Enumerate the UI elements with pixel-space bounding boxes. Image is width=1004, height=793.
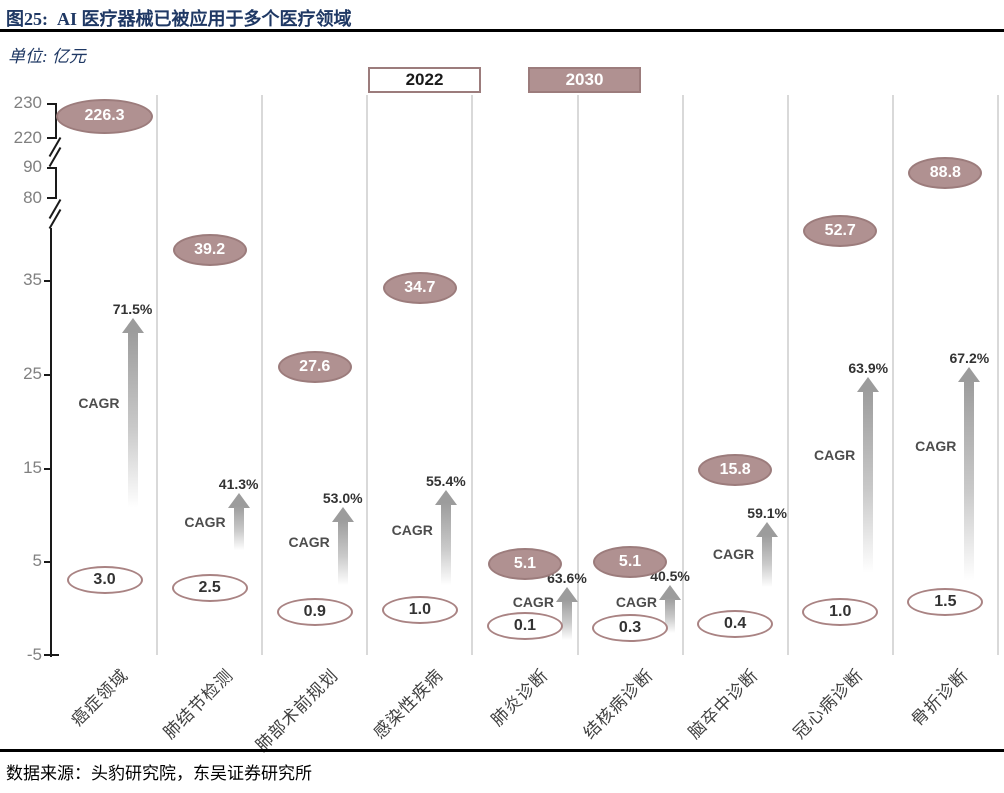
value-bubble-2022: 1.0 [802, 598, 879, 626]
category-gridline [996, 95, 999, 655]
cagr-arrow-head [121, 318, 144, 333]
y-axis-bracket [55, 103, 57, 138]
value-bubble-2030: 226.3 [56, 98, 154, 134]
y-axis-bracket [47, 197, 57, 199]
cagr-arrow-head [331, 507, 354, 522]
cagr-percent-label: 59.1% [747, 505, 787, 521]
cagr-percent-label: 71.5% [112, 301, 153, 317]
cagr-arrow-shaft [964, 380, 975, 580]
y-tick-label: 90 [23, 157, 42, 176]
value-bubble-2030: 88.8 [908, 157, 983, 189]
cagr-arrow-head [434, 490, 457, 505]
category-gridline [891, 95, 894, 655]
cagr-arrow-shaft [337, 520, 348, 585]
y-tick-label: 5 [32, 551, 42, 570]
cagr-arrow-shaft [440, 503, 451, 585]
cagr-percent-label: 41.3% [218, 476, 259, 492]
legend-item-2022: 2022 [368, 67, 481, 93]
cagr-percent-label: 55.4% [425, 473, 466, 489]
category-gridline [786, 95, 789, 655]
y-tick-label: 220 [13, 128, 42, 147]
source-note: 数据来源：头豹研究院，东吴证券研究所 [6, 764, 312, 783]
y-axis-bracket [47, 137, 57, 139]
value-bubble-2022: 1.0 [381, 596, 458, 624]
cagr-arrow-shaft [762, 535, 773, 587]
value-bubble-2022: 0.4 [697, 610, 774, 638]
y-axis-tick [44, 468, 51, 470]
unit-label: 单位: 亿元 [8, 47, 86, 66]
cagr-percent-label: 53.0% [322, 490, 363, 506]
y-axis-line [50, 228, 52, 657]
value-bubble-2022: 0.1 [486, 612, 563, 640]
cagr-label: CAGR [915, 438, 957, 454]
y-tick-label: 35 [23, 270, 42, 289]
cagr-arrow-head [555, 587, 578, 602]
category-gridline [156, 95, 159, 655]
cagr-label: CAGR [78, 395, 120, 411]
y-axis-bracket [47, 167, 57, 169]
value-bubble-2030: 39.2 [172, 234, 247, 266]
value-bubble-2030: 27.6 [277, 351, 352, 383]
y-axis-bracket [47, 103, 57, 105]
value-bubble-2022: 2.5 [171, 574, 248, 602]
value-bubble-2030: 52.7 [803, 215, 878, 247]
y-axis-tick [44, 374, 51, 376]
cagr-label: CAGR [512, 594, 554, 610]
cagr-label: CAGR [712, 546, 755, 562]
value-bubble-2022: 0.9 [276, 598, 353, 626]
y-tick-label: 230 [13, 93, 42, 112]
value-bubble-2022: 3.0 [66, 566, 143, 594]
value-bubble-2030: 5.1 [593, 546, 668, 578]
cagr-arrow-shaft [127, 331, 138, 507]
y-axis-tick [44, 561, 51, 563]
y-tick-label: 15 [23, 458, 42, 477]
axis-break-mark [48, 208, 62, 230]
cagr-arrow-shaft [561, 600, 572, 640]
footer-divider [0, 749, 1004, 752]
cagr-percent-label: 40.5% [650, 568, 690, 584]
y-tick-label: 80 [23, 188, 42, 207]
cagr-arrow-head [958, 367, 981, 382]
cagr-label: CAGR [391, 522, 433, 538]
cagr-arrow-head [756, 522, 779, 537]
value-bubble-2030: 5.1 [487, 548, 562, 580]
figure-title: 图25: AI 医疗器械已被应用于多个医疗领域 [6, 9, 352, 29]
category-gridline [576, 95, 579, 655]
cagr-label: CAGR [288, 534, 330, 550]
axis-break-mark [48, 146, 62, 168]
cagr-arrow-shaft [863, 390, 874, 572]
cagr-percent-label: 67.2% [949, 350, 990, 366]
cagr-arrow-shaft [233, 506, 244, 550]
y-axis-foot [44, 654, 59, 656]
value-bubble-2030: 15.8 [698, 454, 773, 486]
cagr-percent-label: 63.9% [848, 360, 889, 376]
cagr-label: CAGR [615, 594, 658, 610]
y-tick-label: 25 [23, 364, 42, 383]
cagr-arrow-head [659, 585, 682, 600]
cagr-label: CAGR [184, 514, 226, 530]
cagr-label: CAGR [814, 447, 856, 463]
title-divider [0, 29, 1004, 32]
cagr-arrow-head [227, 493, 250, 508]
value-bubble-2022: 1.5 [907, 588, 984, 616]
cagr-arrow-shaft [665, 598, 676, 633]
category-gridline [471, 95, 474, 655]
cagr-percent-label: 63.6% [547, 570, 587, 586]
cagr-arrow-head [857, 377, 880, 392]
value-bubble-2022: 0.3 [592, 614, 669, 642]
category-gridline [681, 95, 684, 655]
category-gridline [261, 95, 264, 655]
y-axis-bracket [55, 167, 57, 198]
y-axis-tick [44, 280, 51, 282]
y-tick-label: -5 [26, 645, 42, 664]
legend-item-2030: 2030 [528, 67, 641, 93]
value-bubble-2030: 34.7 [382, 272, 457, 304]
category-gridline [366, 95, 369, 655]
